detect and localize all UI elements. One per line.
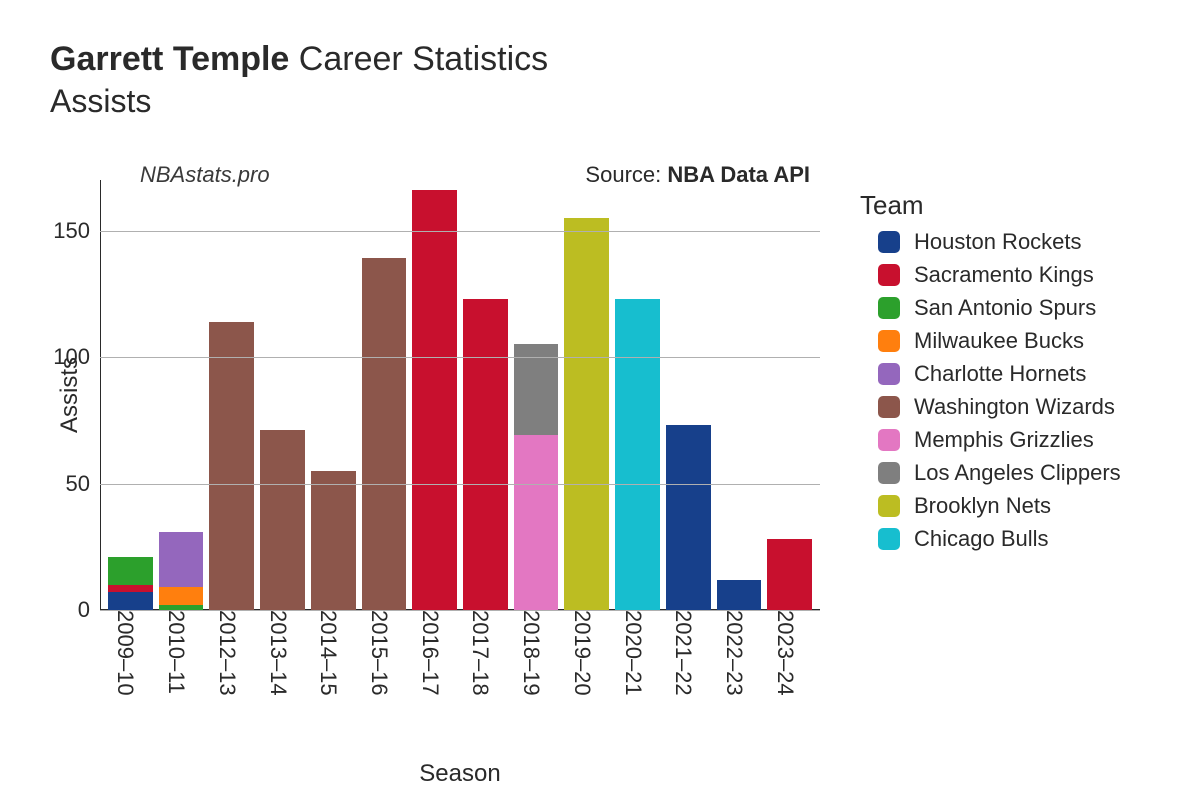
legend-label: Los Angeles Clippers xyxy=(914,460,1121,486)
x-axis-label: Season xyxy=(419,760,500,788)
legend-swatch xyxy=(878,264,900,286)
legend-swatch xyxy=(878,297,900,319)
bar-segment xyxy=(564,218,609,610)
legend: Team Houston Rockets Sacramento Kings San … xyxy=(860,190,1121,559)
bar-segment xyxy=(108,592,153,610)
x-tick-label: 2019–20 xyxy=(569,610,605,696)
x-tick-label: 2017–18 xyxy=(467,610,503,696)
bar: 2016–17 xyxy=(412,180,457,610)
legend-swatch xyxy=(878,330,900,352)
legend-item: Memphis Grizzlies xyxy=(860,427,1121,453)
legend-swatch xyxy=(878,429,900,451)
bar-segment xyxy=(108,585,153,593)
y-tick-label: 100 xyxy=(53,344,100,370)
y-tick-label: 50 xyxy=(66,471,100,497)
title-block: Garrett Temple Career Statistics Assists xyxy=(50,40,548,120)
gridline xyxy=(100,484,820,485)
gridline xyxy=(100,610,820,611)
bar: 2014–15 xyxy=(311,180,356,610)
bar: 2018–19 xyxy=(514,180,559,610)
legend-swatch xyxy=(878,495,900,517)
x-tick-label: 2009–10 xyxy=(112,610,148,696)
legend-label: Brooklyn Nets xyxy=(914,493,1051,519)
legend-item: Los Angeles Clippers xyxy=(860,460,1121,486)
legend-item: Houston Rockets xyxy=(860,229,1121,255)
legend-item: Chicago Bulls xyxy=(860,526,1121,552)
x-tick-label: 2016–17 xyxy=(417,610,453,696)
bar: 2023–24 xyxy=(767,180,812,610)
legend-swatch xyxy=(878,462,900,484)
plot-area: NBAstats.pro Source: NBA Data API Assist… xyxy=(100,180,820,610)
legend-swatch xyxy=(878,231,900,253)
bar: 2022–23 xyxy=(717,180,762,610)
bar-segment xyxy=(615,299,660,610)
bar: 2019–20 xyxy=(564,180,609,610)
bar-segment xyxy=(514,344,559,435)
gridline xyxy=(100,231,820,232)
legend-item: Milwaukee Bucks xyxy=(860,328,1121,354)
chart-container: Garrett Temple Career Statistics Assists… xyxy=(0,0,1200,800)
legend-item: Brooklyn Nets xyxy=(860,493,1121,519)
bar-segment xyxy=(159,532,204,588)
legend-item: San Antonio Spurs xyxy=(860,295,1121,321)
bar: 2020–21 xyxy=(615,180,660,610)
bar-segment xyxy=(767,539,812,610)
y-tick-label: 150 xyxy=(53,218,100,244)
y-tick-label: 0 xyxy=(78,597,100,623)
player-name: Garrett Temple xyxy=(50,40,289,78)
legend-swatch xyxy=(878,363,900,385)
bar-segment xyxy=(514,435,559,610)
legend-item: Washington Wizards xyxy=(860,394,1121,420)
stat-name: Assists xyxy=(50,83,548,120)
x-tick-label: 2020–21 xyxy=(620,610,656,696)
bar-segment xyxy=(666,425,711,610)
bar-segment xyxy=(463,299,508,610)
legend-item: Charlotte Hornets xyxy=(860,361,1121,387)
x-tick-label: 2013–14 xyxy=(265,610,301,696)
legend-label: Sacramento Kings xyxy=(914,262,1094,288)
x-tick-label: 2012–13 xyxy=(214,610,250,696)
legend-label: Milwaukee Bucks xyxy=(914,328,1084,354)
bar-segment xyxy=(412,190,457,610)
legend-swatch xyxy=(878,396,900,418)
legend-label: Washington Wizards xyxy=(914,394,1115,420)
bars-group: 2009–102010–112012–132013–142014–152015–… xyxy=(100,180,820,610)
bar: 2010–11 xyxy=(159,180,204,610)
legend-label: Memphis Grizzlies xyxy=(914,427,1094,453)
chart-title: Garrett Temple Career Statistics xyxy=(50,40,548,79)
x-tick-label: 2023–24 xyxy=(772,610,808,696)
bar-segment xyxy=(108,557,153,585)
bar: 2012–13 xyxy=(209,180,254,610)
bar-segment xyxy=(159,587,204,605)
legend-swatch xyxy=(878,528,900,550)
x-tick-label: 2015–16 xyxy=(366,610,402,696)
bar: 2021–22 xyxy=(666,180,711,610)
legend-title: Team xyxy=(860,190,1121,221)
bar: 2009–10 xyxy=(108,180,153,610)
plot: 2009–102010–112012–132013–142014–152015–… xyxy=(100,180,820,610)
x-tick-label: 2010–11 xyxy=(163,610,199,694)
bar-segment xyxy=(209,322,254,610)
bar-segment xyxy=(260,430,305,610)
x-tick-label: 2021–22 xyxy=(670,610,706,696)
bar-segment xyxy=(362,258,407,610)
legend-label: Houston Rockets xyxy=(914,229,1082,255)
legend-label: Charlotte Hornets xyxy=(914,361,1086,387)
legend-label: San Antonio Spurs xyxy=(914,295,1096,321)
x-tick-label: 2014–15 xyxy=(315,610,351,696)
bar: 2015–16 xyxy=(362,180,407,610)
bar: 2013–14 xyxy=(260,180,305,610)
x-tick-label: 2018–19 xyxy=(518,610,554,696)
bar-segment xyxy=(717,580,762,610)
title-rest: Career Statistics xyxy=(299,40,548,78)
gridline xyxy=(100,357,820,358)
x-tick-label: 2022–23 xyxy=(721,610,757,696)
legend-item: Sacramento Kings xyxy=(860,262,1121,288)
bar-segment xyxy=(311,471,356,610)
legend-label: Chicago Bulls xyxy=(914,526,1049,552)
bar: 2017–18 xyxy=(463,180,508,610)
